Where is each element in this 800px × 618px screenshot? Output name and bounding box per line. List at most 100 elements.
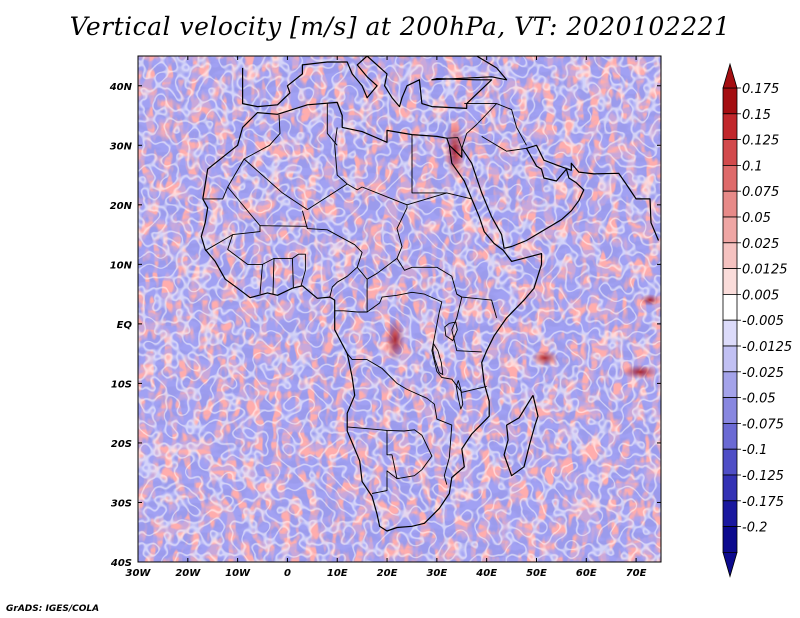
colorbar-swatch bbox=[722, 190, 738, 218]
country-border bbox=[446, 103, 497, 149]
lat-tick-label: 30N bbox=[110, 141, 133, 152]
country-border bbox=[259, 225, 308, 227]
country-border bbox=[259, 264, 263, 295]
country-border bbox=[334, 291, 487, 393]
lat-tick-label: 40N bbox=[109, 82, 133, 93]
lat-tick-label: EQ bbox=[117, 320, 133, 331]
country-border bbox=[243, 158, 363, 211]
europe-coastline bbox=[242, 56, 508, 110]
colorbar-level-label: -0.0125 bbox=[742, 340, 792, 355]
colorbar-level-label: 0.1 bbox=[742, 159, 763, 174]
colorbar-swatch bbox=[722, 164, 738, 192]
map-frame bbox=[137, 55, 662, 563]
convection-hotspot bbox=[622, 365, 658, 379]
lon-tick-label: 10W bbox=[225, 568, 251, 579]
colorbar-level-label: 0.125 bbox=[742, 134, 779, 149]
colorbar-swatch bbox=[722, 345, 738, 373]
country-border bbox=[346, 353, 453, 485]
colorbar-top-arrow bbox=[722, 62, 738, 89]
grads-credit: GrADS: IGES/COLA bbox=[6, 604, 100, 614]
country-border bbox=[291, 258, 294, 289]
colorbar-level-label: -0.125 bbox=[742, 469, 784, 484]
lake-outline bbox=[444, 321, 458, 342]
country-border bbox=[481, 136, 527, 152]
colorbar-level-label: -0.2 bbox=[742, 521, 767, 536]
convection-hotspot bbox=[385, 318, 405, 362]
lat-tick-label: 10S bbox=[111, 379, 132, 390]
country-border bbox=[334, 127, 348, 185]
lon-tick-label: 10E bbox=[327, 568, 348, 579]
colorbar-level-label: 0.175 bbox=[742, 82, 779, 97]
convection-hotspot bbox=[531, 350, 559, 366]
lon-tick-label: 30E bbox=[426, 568, 447, 579]
country-border bbox=[406, 192, 447, 206]
colorbar-swatch bbox=[722, 139, 738, 166]
lat-tick-label: 20S bbox=[111, 439, 132, 450]
colorbar-swatch bbox=[722, 474, 738, 502]
colorbar-swatch bbox=[722, 216, 738, 244]
convection-hotspot bbox=[640, 294, 660, 306]
field-white-streaks bbox=[138, 56, 661, 562]
colorbar-level-label: 0.075 bbox=[742, 185, 779, 200]
map-panel bbox=[138, 56, 661, 562]
lon-tick-label: 20W bbox=[175, 568, 201, 579]
lon-tick-label: 60E bbox=[576, 568, 597, 579]
geographic-outlines bbox=[200, 56, 660, 532]
country-border bbox=[386, 430, 398, 479]
colorbar-level-label: 0.0125 bbox=[742, 263, 788, 278]
country-border bbox=[227, 234, 306, 287]
colorbar-swatch bbox=[722, 268, 738, 295]
colorbar-swatch bbox=[722, 319, 738, 347]
country-border bbox=[326, 103, 338, 146]
lat-tick-label: 40S bbox=[110, 558, 132, 569]
colorbar-swatch bbox=[722, 87, 738, 115]
lake-outline bbox=[432, 343, 444, 375]
colorbar-swatch bbox=[722, 500, 738, 527]
lon-tick-label: 0 bbox=[284, 568, 291, 579]
lake-outline bbox=[455, 380, 464, 410]
colorbar-swatch bbox=[722, 397, 738, 424]
map-title: Vertical velocity [m/s] at 200hPa, VT: 2… bbox=[69, 12, 731, 41]
colorbar-level-label: 0.15 bbox=[742, 108, 771, 123]
lat-tick-label: 10N bbox=[110, 260, 133, 271]
country-border bbox=[411, 134, 472, 200]
lon-tick-label: 70E bbox=[626, 568, 647, 579]
colorbar-level-label: -0.025 bbox=[742, 366, 784, 381]
country-border bbox=[204, 186, 261, 252]
lat-tick-label: 30S bbox=[111, 498, 132, 509]
country-border bbox=[451, 293, 482, 353]
country-border bbox=[301, 210, 363, 298]
colorbar-level-label: -0.005 bbox=[742, 314, 784, 329]
colorbar-level-label: 0.05 bbox=[742, 211, 771, 226]
lat-tick-label: 20N bbox=[110, 201, 133, 212]
arabia-coastline bbox=[448, 144, 660, 249]
country-border bbox=[356, 258, 398, 280]
lon-tick-label: 20E bbox=[377, 568, 398, 579]
colorbar-level-label: 0.025 bbox=[742, 237, 779, 252]
colorbar-level-label: -0.1 bbox=[742, 443, 767, 458]
colorbar-swatch bbox=[722, 113, 738, 141]
colorbar: 0.175 0.15 0.125 0.1 0.075 0.05 0.025 0.0125 0.0… bbox=[722, 62, 792, 578]
colorbar-level-label: -0.05 bbox=[742, 392, 776, 407]
madagascar-coastline bbox=[503, 394, 539, 477]
colorbar-swatch bbox=[722, 371, 738, 398]
country-border bbox=[202, 114, 281, 200]
colorbar-level-label: -0.175 bbox=[742, 495, 784, 510]
colorbar-bottom-arrow bbox=[722, 552, 738, 578]
country-border bbox=[464, 103, 527, 146]
colorbar-level-label: 0.005 bbox=[742, 288, 779, 303]
colorbar-swatch bbox=[722, 448, 738, 476]
country-border bbox=[272, 258, 275, 295]
colorbar-swatch bbox=[722, 242, 738, 270]
africa-coastline bbox=[200, 101, 543, 532]
lon-tick-label: 30W bbox=[126, 568, 152, 579]
colorbar-level-label: -0.075 bbox=[742, 417, 784, 432]
colorbar-swatch bbox=[722, 526, 738, 553]
country-border bbox=[347, 426, 433, 494]
lon-tick-label: 50E bbox=[526, 568, 547, 579]
colorbar-swatch bbox=[722, 422, 738, 450]
lon-tick-label: 40E bbox=[475, 568, 497, 579]
colorbar-swatch bbox=[722, 293, 738, 321]
